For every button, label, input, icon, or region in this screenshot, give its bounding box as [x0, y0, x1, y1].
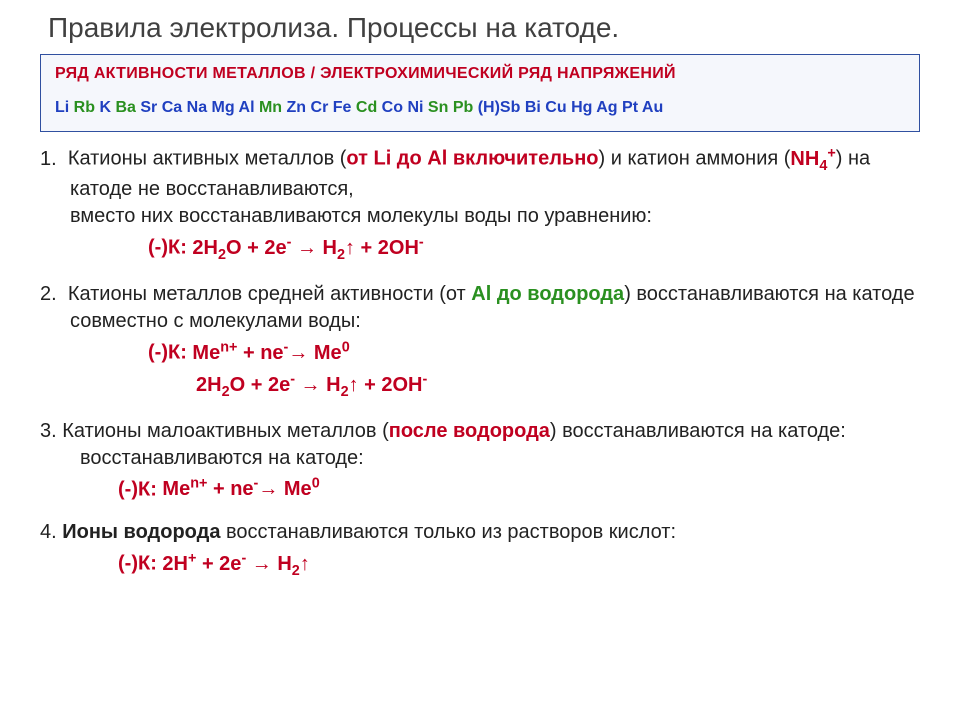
rule-4-text-a: восстанавливаются только из растворов ки…: [220, 521, 676, 543]
rule-3-text-b: ) восстанавливаются на катоде:: [550, 420, 846, 442]
metal-co: Co: [382, 99, 403, 116]
rule-4-number: 4.: [40, 521, 57, 543]
activity-series-box: РЯД АКТИВНОСТИ МЕТАЛЛОВ / ЭЛЕКТРОХИМИЧЕС…: [40, 54, 920, 132]
metal-pt: Pt: [622, 99, 638, 116]
metal-mg: Mg: [212, 99, 235, 116]
rules-body: 1. Катионы активных металлов (от Li до A…: [40, 144, 920, 581]
rule-3-number: 3.: [40, 420, 57, 442]
rule-2-equation-1: (-)К: Men+ + ne-→ Me0: [70, 337, 920, 367]
rule-4-eq-body: 2H+ + 2e- → H2↑: [162, 553, 309, 575]
rule-2-number: 2.: [40, 283, 57, 305]
rule-4: 4. Ионы водорода восстанавливаются тольк…: [40, 519, 920, 581]
rule-3-equation: (-)К: Men+ + ne-→ Me0: [40, 474, 920, 504]
metal-cu: Cu: [545, 99, 566, 116]
metal-hsb: (H)Sb: [478, 99, 521, 116]
metal-mn: Mn: [259, 99, 282, 116]
metal-sn: Sn: [428, 99, 448, 116]
metal-fe: Fe: [333, 99, 352, 116]
metal-pb: Pb: [453, 99, 473, 116]
metal-cd: Cd: [356, 99, 377, 116]
rule-2-eq2-body: 2H2O + 2e- → H2↑ + 2OH-: [196, 374, 427, 396]
rule-2-emph-1: Al до водорода: [471, 283, 624, 305]
rule-3: 3. Катионы малоактивных металлов (после …: [40, 418, 920, 504]
rule-3-eq-body: Men+ + ne-→ Me0: [162, 478, 319, 500]
rule-3-text-a: Катионы малоактивных металлов (: [57, 420, 389, 442]
metal-li: Li: [55, 99, 69, 116]
rule-1-text-d: вместо них восстанавливаются молекулы во…: [70, 203, 920, 230]
rule-1: 1. Катионы активных металлов (от Li до A…: [40, 144, 920, 265]
rule-1-text-b: ) и катион аммония (: [599, 148, 791, 170]
metal-ni: Ni: [407, 99, 423, 116]
metal-zn: Zn: [287, 99, 307, 116]
rule-3-text-c: восстанавливаются на катоде:: [40, 445, 920, 472]
metal-al: Al: [239, 99, 255, 116]
rule-2: 2. Катионы металлов средней активности (…: [40, 281, 920, 401]
metal-hg: Hg: [571, 99, 592, 116]
slide-title: Правила электролиза. Процессы на катоде.: [40, 12, 920, 44]
metal-bi: Bi: [525, 99, 541, 116]
metal-k: K: [99, 99, 111, 116]
rule-1-eq-body: 2H2O + 2e- → H2↑ + 2OH-: [192, 237, 423, 259]
activity-series-list: Li Rb K Ba Sr Ca Na Mg Al Mn Zn Cr Fe Cd…: [55, 97, 905, 119]
rule-1-emph-1: от Li до Al включительно: [346, 148, 598, 170]
rule-2-eq1-body: Men+ + ne-→ Me0: [192, 342, 349, 364]
rule-3-eq-lead: (-)К:: [118, 478, 162, 500]
rule-2-eq-lead: (-)К:: [148, 342, 192, 364]
rule-4-equation: (-)К: 2H+ + 2e- → H2↑: [40, 548, 920, 581]
metal-sr: Sr: [140, 99, 157, 116]
rule-4-emph-1: Ионы водорода: [57, 521, 221, 543]
rule-2-text-a: Катионы металлов средней активности (от: [68, 283, 471, 305]
rule-4-eq-lead: (-)К:: [118, 553, 162, 575]
metal-ag: Ag: [596, 99, 617, 116]
metal-au: Au: [642, 99, 663, 116]
rule-3-emph-1: после водорода: [389, 420, 550, 442]
rule-1-text-a: Катионы активных металлов (: [68, 148, 347, 170]
metal-na: Na: [187, 99, 207, 116]
rule-1-equation: (-)К: 2H2O + 2e- → H2↑ + 2OH-: [70, 232, 920, 265]
rule-1-emph-2: NH4+: [790, 148, 835, 170]
rule-1-number: 1.: [40, 148, 57, 170]
metal-ca: Ca: [162, 99, 182, 116]
rule-2-equation-2: 2H2O + 2e- → H2↑ + 2OH-: [70, 369, 920, 402]
metal-rb: Rb: [74, 99, 95, 116]
rule-1-eq-lead: (-)К:: [148, 237, 192, 259]
activity-series-heading: РЯД АКТИВНОСТИ МЕТАЛЛОВ / ЭЛЕКТРОХИМИЧЕС…: [55, 65, 905, 83]
metal-cr: Cr: [311, 99, 329, 116]
metal-ba: Ba: [115, 99, 135, 116]
